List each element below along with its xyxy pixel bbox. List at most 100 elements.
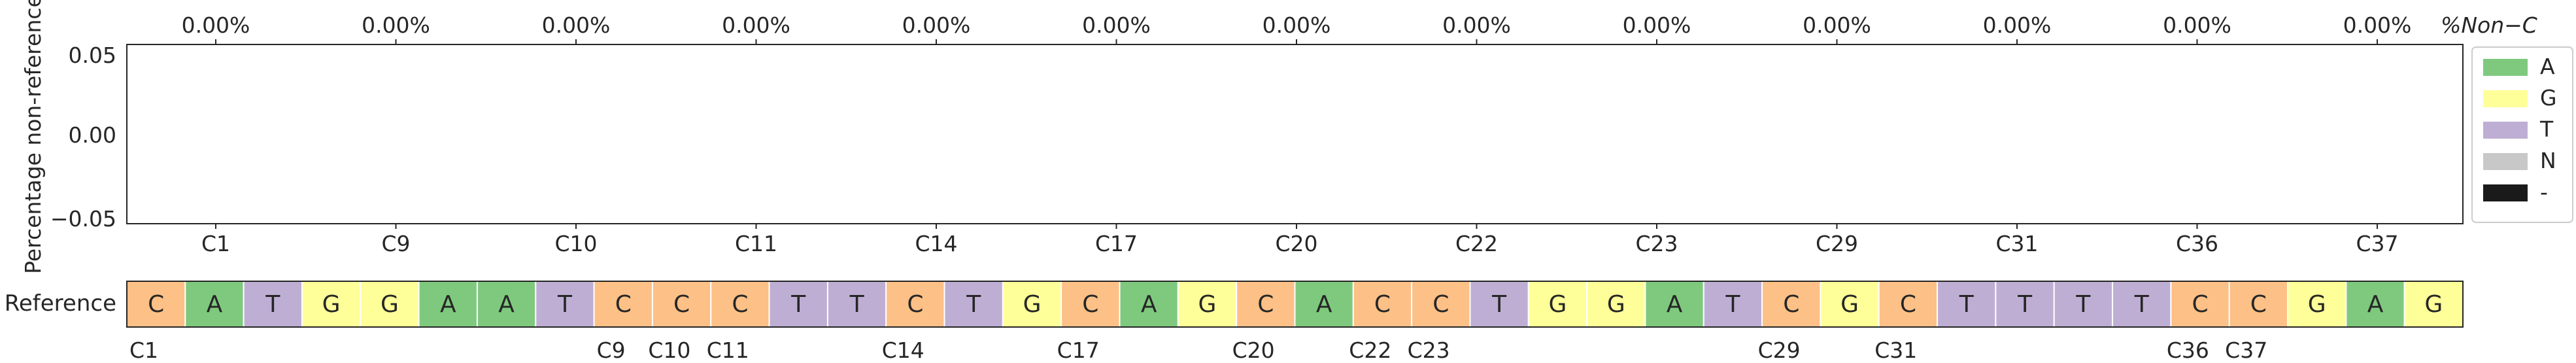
column-label: C14 [915, 231, 957, 256]
pct-label: 0.00% [1983, 12, 2052, 38]
reference-base-cell [2287, 281, 2347, 328]
legend-label: T [2539, 116, 2554, 142]
reference-base-cell [1236, 281, 1296, 328]
reference-base-letter: T [790, 291, 806, 318]
reference-base-letter: C [907, 291, 923, 318]
y-axis-label: Percentage non-reference [20, 0, 46, 274]
reference-base-letter: G [2424, 291, 2443, 318]
legend-label: A [2540, 54, 2555, 79]
reference-base-letter: T [2017, 291, 2033, 318]
reference-base-letter: A [440, 291, 456, 318]
reference-base-letter: G [1023, 291, 1042, 318]
column-label: C29 [1816, 231, 1858, 256]
reference-position-label: C20 [1232, 337, 1275, 363]
reference-base-letter: C [148, 291, 164, 318]
legend-label: G [2540, 85, 2557, 111]
reference-position-label: C1 [129, 337, 158, 363]
pct-label: 0.00% [902, 12, 971, 38]
reference-base-letter: T [2134, 291, 2150, 318]
reference-base-cell [1937, 281, 1997, 328]
reference-base-cell [1527, 281, 1588, 328]
reference-position-label: C22 [1349, 337, 1391, 363]
reference-base-letter: A [498, 291, 515, 318]
reference-position-label: C11 [707, 337, 749, 363]
reference-base-letter: C [615, 291, 632, 318]
y-tick-label: 0.00 [69, 122, 116, 148]
reference-position-label: C9 [597, 337, 626, 363]
pct-label: 0.00% [542, 12, 611, 38]
reference-base-letter: C [2192, 291, 2208, 318]
reference-base-letter: G [1840, 291, 1859, 318]
reference-base-cell [826, 281, 887, 328]
reference-base-letter: C [2250, 291, 2267, 318]
reference-label: Reference [5, 290, 116, 317]
reference-base-letter: T [966, 291, 981, 318]
column-label: C20 [1275, 231, 1317, 256]
column-label: C36 [2176, 231, 2218, 256]
reference-base-letter: A [1141, 291, 1157, 318]
reference-base-cell [184, 281, 245, 328]
legend-swatch [2483, 59, 2528, 76]
column-label: C9 [381, 231, 410, 256]
reference-base-letter: G [1198, 291, 1217, 318]
legend-swatch [2483, 122, 2528, 139]
pct-label: 0.00% [1082, 12, 1151, 38]
column-label: C23 [1635, 231, 1678, 256]
reference-base-cell [651, 281, 712, 328]
reference-base-letter: T [1959, 291, 1974, 318]
column-label: C1 [201, 231, 230, 256]
reference-base-letter: A [1316, 291, 1332, 318]
reference-base-letter: A [1667, 291, 1683, 318]
reference-base-letter: T [2075, 291, 2091, 318]
column-label: C11 [735, 231, 777, 256]
reference-base-letter: G [1607, 291, 1625, 318]
y-tick-label: −0.05 [50, 206, 116, 232]
reference-base-cell [2403, 281, 2464, 328]
reference-base-letter: T [1725, 291, 1740, 318]
columns: 0.00% C1 0.00% C9 0.00% C10 0.00% C11 0.00% C14 0.… [182, 12, 2412, 256]
reference-base-cell [476, 281, 537, 328]
reference-position-label: C14 [882, 337, 924, 363]
legend-swatch [2483, 153, 2528, 170]
column-label: C22 [1455, 231, 1498, 256]
top-axis-label: %Non−C [2441, 12, 2537, 38]
pct-label: 0.00% [1623, 12, 1691, 38]
reference-base-letter: G [381, 291, 399, 318]
reference-base-cell [710, 281, 770, 328]
reference-base-cell [1002, 281, 1062, 328]
pct-label: 0.00% [1263, 12, 1331, 38]
reference-base-letter: G [1549, 291, 1567, 318]
column-label: C31 [1995, 231, 2038, 256]
reference-base-cell [418, 281, 478, 328]
reference-base-cell [243, 281, 303, 328]
reference-position-label: C29 [1758, 337, 1801, 363]
reference-base-letter: G [322, 291, 341, 318]
reference-base-letter: C [1374, 291, 1391, 318]
reference-base-letter: A [2367, 291, 2384, 318]
reference-base-cell [1119, 281, 1179, 328]
pct-label: 0.00% [722, 12, 790, 38]
legend-label: - [2540, 179, 2548, 205]
reference-base-letter: T [557, 291, 573, 318]
plot-area [126, 44, 2464, 224]
legend-swatch [2483, 90, 2528, 107]
reference-base-cell [2228, 281, 2289, 328]
reference-base-letter: C [1082, 291, 1098, 318]
reference-position-label: C23 [1408, 337, 1450, 363]
reference-base-letter: C [1257, 291, 1274, 318]
column-label: C37 [2356, 231, 2398, 256]
legend-label: N [2540, 148, 2556, 173]
pct-label: 0.00% [1803, 12, 1871, 38]
y-tick-labels: 0.05 0.00 −0.05 [50, 43, 116, 232]
reference-position-label: C37 [2225, 337, 2267, 363]
pct-label: 0.00% [2163, 12, 2231, 38]
pct-label: 0.00% [182, 12, 250, 38]
reference-position-label: C31 [1874, 337, 1917, 363]
reference-base-letter: C [1783, 291, 1799, 318]
reference-base-letter: G [2308, 291, 2326, 318]
column-label: C10 [554, 231, 597, 256]
reference-position-label: C17 [1057, 337, 1100, 363]
legend-swatch [2483, 184, 2528, 201]
pct-label: 0.00% [2343, 12, 2412, 38]
